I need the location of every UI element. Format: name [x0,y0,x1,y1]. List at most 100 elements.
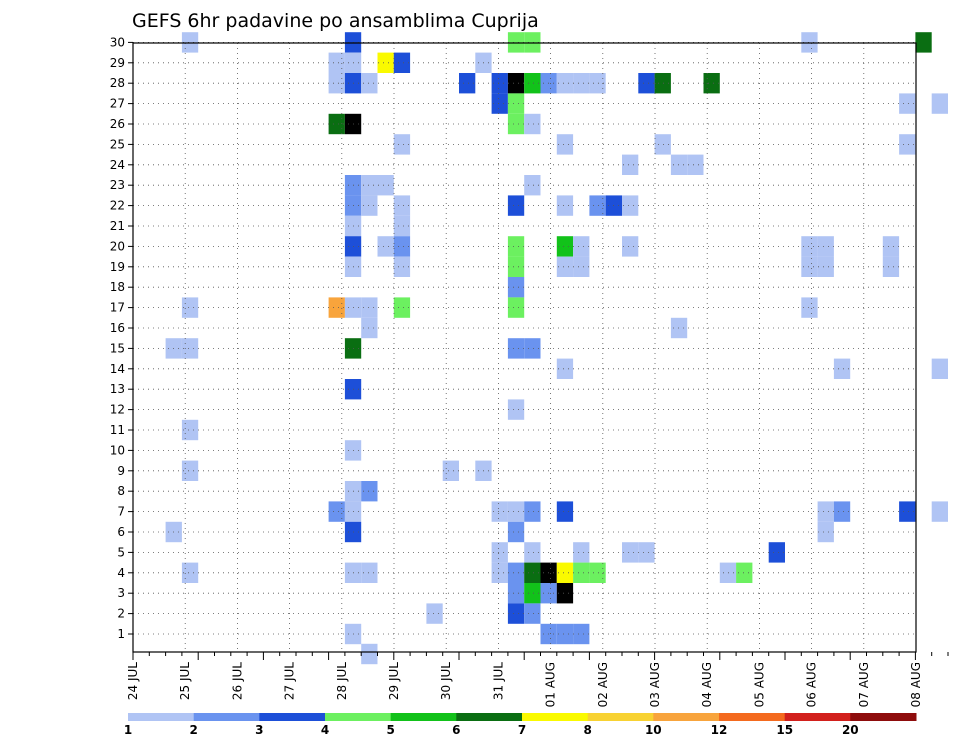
grid-lines [133,42,916,652]
colorbar-label: 12 [711,723,728,737]
x-tick-label: 27 JUL [283,662,297,700]
x-tick-label: 06 AUG [805,662,819,707]
heatmap-cells [165,32,948,665]
heatmap-cell [622,195,639,216]
heatmap-cell [524,562,541,583]
heatmap-cell [361,481,378,502]
heatmap-cell [654,134,671,155]
colorbar-segment [325,713,392,721]
y-tick-label: 23 [110,178,125,192]
heatmap-cell [377,175,394,196]
heatmap-cell [556,358,574,379]
heatmap-cell [719,562,737,583]
heatmap-cell [507,338,525,359]
heatmap-cell [181,297,199,318]
heatmap-cell [736,562,753,583]
heatmap-cell [426,603,443,624]
chart-title: GEFS 6hr padavine po ansamblima Cuprija [132,10,539,32]
heatmap-cell [491,562,508,583]
colorbar-label: 10 [645,723,662,737]
heatmap-cell [556,501,574,522]
heatmap-cell [573,542,590,563]
heatmap-cell [817,236,834,257]
y-tick-label: 2 [117,607,125,621]
heatmap-cell [622,542,639,563]
y-tick-label: 8 [117,484,125,498]
heatmap-cell [573,256,590,277]
heatmap-cell [442,460,459,481]
y-tick-label: 25 [110,137,125,151]
colorbar-segment [850,713,917,721]
colorbar-label: 1 [124,723,132,737]
heatmap-cell [589,562,606,583]
heatmap-cell [361,297,378,318]
x-tick-label: 24 JUL [126,662,140,700]
y-axis: 1234567891011121314151617181920212223242… [110,35,133,641]
heatmap-cell [393,236,411,257]
heatmap-cell [393,52,411,73]
heatmap-cell [915,32,932,53]
x-tick-label: 26 JUL [230,662,244,700]
y-tick-label: 10 [110,443,125,457]
heatmap-cell [181,562,199,583]
heatmap-cell [491,542,508,563]
x-tick-label: 29 JUL [387,662,401,700]
heatmap-cell [361,73,378,94]
heatmap-cell [622,154,639,175]
heatmap-cell [931,93,948,114]
heatmap-cell [393,256,411,277]
heatmap-cell [801,236,818,257]
x-tick-label: 25 JUL [178,662,192,700]
heatmap-cell [833,501,851,522]
heatmap-cell [670,317,688,339]
y-tick-label: 17 [110,301,125,315]
colorbar-segment [456,713,523,721]
heatmap-cell [377,52,394,73]
heatmap-cell [524,73,541,94]
y-tick-label: 7 [117,505,125,519]
colorbar-segment [784,713,851,721]
heatmap-cell [181,460,199,481]
heatmap-cell [556,623,574,645]
heatmap-cell [573,73,590,94]
heatmap-cell [393,195,411,216]
heatmap-cell [801,297,818,318]
heatmap-cell [638,542,655,563]
heatmap-cell [507,399,525,420]
heatmap-cell [589,195,606,216]
colorbar-label: 6 [452,723,460,737]
heatmap-cell [393,215,411,237]
heatmap-cell [524,175,541,196]
heatmap-cell [507,583,525,604]
heatmap-cell [899,501,916,522]
y-tick-label: 18 [110,280,125,294]
heatmap-cell [507,236,525,257]
y-tick-label: 5 [117,545,125,559]
heatmap-cell [556,134,574,155]
heatmap-cell [507,562,525,583]
heatmap-cell [507,603,525,624]
heatmap-cell [622,236,639,257]
heatmap-cell [361,643,378,665]
y-tick-label: 14 [110,362,125,376]
colorbar-label: 7 [518,723,526,737]
heatmap-cell [573,623,590,645]
heatmap-cell [524,603,541,624]
colorbar-segment [193,713,260,721]
y-tick-label: 3 [117,586,125,600]
y-tick-label: 9 [117,464,125,478]
heatmap-cell [670,154,688,175]
heatmap-cell [817,256,834,277]
x-axis: 24 JUL 25 JUL 26 JUL 27 JUL 28 JUL 29 JUL 30 J… [126,652,949,707]
heatmap-cell [899,93,916,114]
heatmap-cell [181,419,199,441]
heatmap-cell [507,297,525,318]
heatmap-cell [328,297,345,318]
heatmap-cell [589,73,606,94]
heatmap-cell [181,338,199,359]
heatmap-cell [491,93,508,114]
heatmap-cell [638,73,655,94]
y-tick-label: 19 [110,260,125,274]
colorbar-segment [259,713,326,721]
heatmap-cell [524,113,541,135]
